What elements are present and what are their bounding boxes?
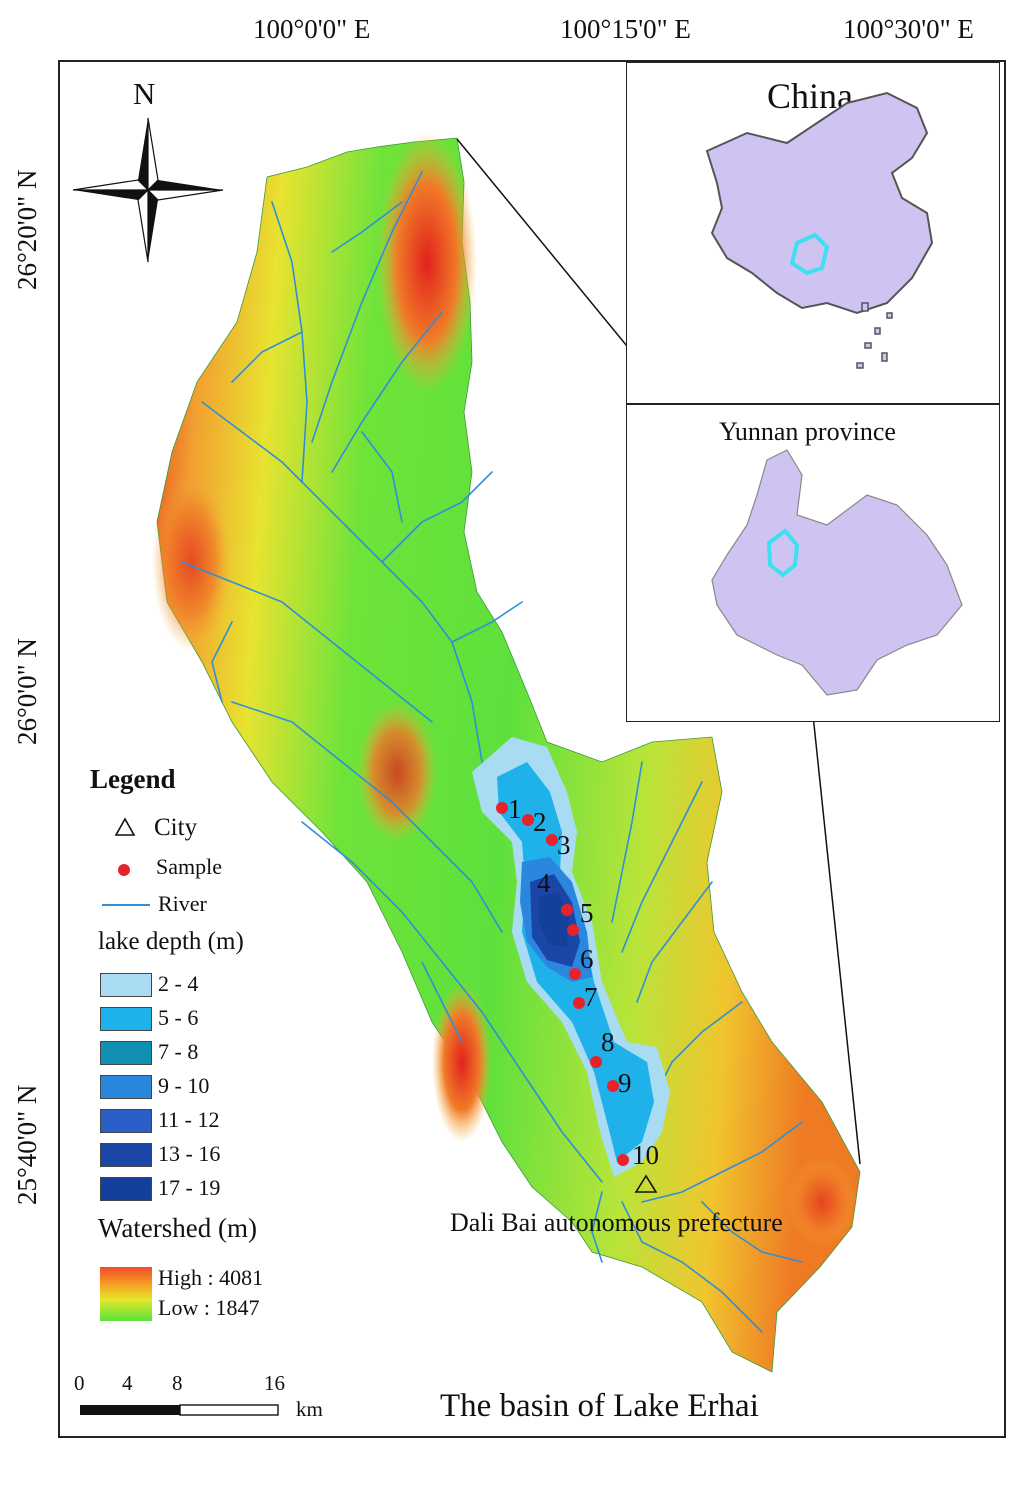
sample-dot-4 — [561, 904, 573, 916]
sample-label-7: 7 — [584, 982, 598, 1012]
basin-map — [72, 117, 861, 1416]
china-islands — [856, 302, 893, 369]
depth-swatch-5 — [100, 1143, 152, 1167]
high-elevation-north — [377, 132, 477, 392]
yunnan-outline — [711, 449, 963, 696]
depth-swatch-4 — [100, 1109, 152, 1133]
longitude-label-100-00: 100°0'0" E — [253, 14, 371, 44]
sample-dot-10 — [617, 1154, 629, 1166]
inset-china: China — [626, 62, 1000, 404]
scale-tick-4: 4 — [122, 1371, 133, 1395]
longitude-label-100-15: 100°15'0" E — [560, 14, 691, 44]
depth-label-0: 2 - 4 — [158, 971, 199, 996]
depth-swatch-1 — [100, 1007, 152, 1031]
scale-bar — [80, 1404, 279, 1416]
depth-swatch-2 — [100, 1041, 152, 1065]
sample-dot-5 — [567, 924, 579, 936]
sample-dot-9 — [607, 1080, 619, 1092]
depth-label-6: 17 - 19 — [158, 1175, 221, 1200]
sample-label-3: 3 — [557, 830, 571, 860]
sample-points — [496, 802, 629, 1166]
yunnan-map — [711, 449, 963, 696]
legend-watershed-low: Low : 1847 — [158, 1295, 260, 1320]
sample-dot-7 — [573, 997, 585, 1009]
sample-dot-1 — [496, 802, 508, 814]
latitude-label-25-40: 25°40'0" N — [12, 1084, 42, 1205]
china-map — [705, 91, 934, 369]
depth-swatch-0 — [100, 973, 152, 997]
legend-sample-label: Sample — [156, 854, 222, 879]
legend-river-label: River — [158, 891, 207, 916]
sample-dot-2 — [522, 814, 534, 826]
sample-label-5: 5 — [580, 898, 594, 928]
legend-watershed-title: Watershed (m) — [98, 1213, 258, 1243]
scale-unit: km — [296, 1397, 323, 1421]
scale-tick-16: 16 — [264, 1371, 285, 1395]
high-elevation-southeast — [787, 1157, 857, 1247]
depth-label-5: 13 - 16 — [158, 1141, 221, 1166]
map-frame: China Yunnan province 1 2 3 4 5 6 7 8 9 10 Dali B… — [58, 60, 1006, 1438]
sample-label-9: 9 — [618, 1068, 632, 1098]
sample-dot-6 — [569, 968, 581, 980]
high-elevation-central — [357, 702, 437, 842]
city-marker-icon — [634, 1174, 658, 1193]
depth-swatch-3 — [100, 1075, 152, 1099]
legend-city-label: City — [154, 814, 198, 841]
lake-erhai — [472, 737, 670, 1177]
yunnan-erhai-highlight — [766, 528, 800, 578]
sample-label-10: 10 — [632, 1140, 659, 1170]
high-elevation-west — [152, 472, 232, 652]
lake-depth-17-19 — [538, 892, 569, 947]
latitude-label-26-20: 26°20'0" N — [12, 169, 42, 290]
river-network — [181, 171, 803, 1333]
legend-city-icon — [114, 817, 136, 836]
inset-yunnan-title: Yunnan province — [719, 417, 896, 446]
inset-yunnan: Yunnan province — [626, 404, 1000, 722]
sample-dot-8 — [590, 1056, 602, 1068]
sample-label-2: 2 — [533, 807, 547, 837]
legend-depth-title: lake depth (m) — [98, 928, 244, 955]
city-label: Dali Bai autonomous prefecture — [450, 1208, 783, 1237]
depth-label-1: 5 - 6 — [158, 1005, 199, 1030]
sample-label-1: 1 — [508, 794, 522, 824]
china-yunnan-highlight — [789, 232, 830, 276]
depth-label-4: 11 - 12 — [158, 1107, 220, 1132]
scale-tick-8: 8 — [172, 1371, 183, 1395]
compass-north-label: N — [133, 76, 156, 111]
sample-label-6: 6 — [580, 944, 594, 974]
china-outline — [705, 91, 934, 315]
sample-dot-3 — [546, 834, 558, 846]
scale-tick-0: 0 — [74, 1371, 85, 1395]
depth-label-3: 9 - 10 — [158, 1073, 210, 1098]
depth-label-2: 7 - 8 — [158, 1039, 199, 1064]
sample-label-8: 8 — [601, 1027, 615, 1057]
longitude-label-100-30: 100°30'0" E — [843, 14, 974, 44]
latitude-label-26-00: 26°0'0" N — [12, 638, 42, 745]
map-title: The basin of Lake Erhai — [440, 1388, 759, 1424]
high-elevation-southwest — [432, 982, 492, 1142]
depth-swatch-6 — [100, 1177, 152, 1201]
legend-title: Legend — [90, 764, 176, 794]
legend-watershed-ramp — [100, 1267, 152, 1321]
compass-rose-icon — [72, 117, 224, 263]
legend-sample-icon — [118, 864, 130, 876]
legend-watershed-high: High : 4081 — [158, 1265, 264, 1290]
sample-label-4: 4 — [537, 868, 551, 898]
